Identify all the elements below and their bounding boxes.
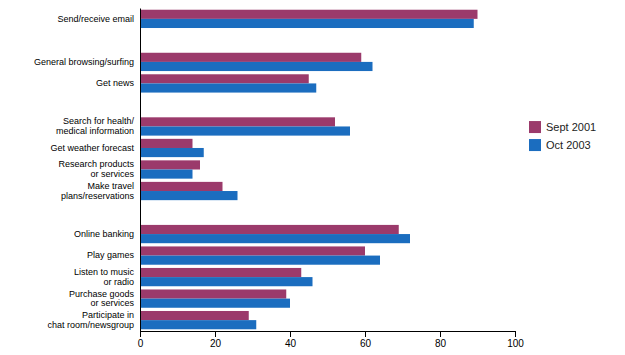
bar <box>140 289 286 298</box>
bar <box>140 19 474 28</box>
tick: Online banking <box>74 229 140 239</box>
tick-label: Research productsor services <box>58 159 134 179</box>
tick-mark <box>440 331 441 337</box>
tick: 20 <box>210 331 222 349</box>
tick-label: Purchase goodsor services <box>69 289 135 309</box>
legend-item: Sept 2001 <box>529 121 596 133</box>
tick: Get weather forecast <box>50 143 140 153</box>
plot: 0 20 40 60 80 100 Send/receive email General br… <box>34 9 524 350</box>
bar <box>140 126 350 135</box>
tick-label: 40 <box>285 338 297 349</box>
x-axis: 0 20 40 60 80 100 <box>138 331 525 349</box>
bar <box>140 191 238 200</box>
bar <box>140 53 361 62</box>
bar <box>140 311 249 320</box>
tick-label: 20 <box>210 338 222 349</box>
tick: Participate inchat room/newsgroup <box>47 310 140 330</box>
chart: 0 20 40 60 80 100 Send/receive email General br… <box>0 0 625 355</box>
bars <box>140 10 478 330</box>
axis-line <box>140 9 141 332</box>
tick-mark <box>515 331 516 337</box>
y-axis: Send/receive email General browsing/surfi… <box>34 9 141 332</box>
tick-mark <box>215 331 216 337</box>
bar <box>140 268 301 277</box>
tick-label: Play games <box>87 250 135 260</box>
tick-mark <box>290 331 291 337</box>
axis-line <box>141 332 516 338</box>
tick: 40 <box>285 331 297 349</box>
tick-label: Get news <box>96 78 135 88</box>
tick-label: General browsing/surfing <box>34 57 134 67</box>
bar <box>140 139 193 148</box>
tick-mark <box>140 331 141 337</box>
legend-label: Oct 2003 <box>546 139 591 151</box>
bar <box>140 256 380 265</box>
tick: Play games <box>87 250 140 260</box>
tick-label: 0 <box>138 338 144 349</box>
bar <box>140 234 410 243</box>
tick-label: Make travelplans/reservations <box>61 181 135 201</box>
tick-label: Participate inchat room/newsgroup <box>47 310 134 330</box>
bar <box>140 74 309 83</box>
tick: 100 <box>507 331 524 349</box>
legend-swatch <box>529 139 541 151</box>
tick-label: 60 <box>360 338 372 349</box>
tick: Get news <box>96 78 140 88</box>
tick-label: Get weather forecast <box>50 143 134 153</box>
bar <box>140 320 256 329</box>
bar <box>140 299 290 308</box>
tick-label: Search for health/medical information <box>56 116 135 136</box>
tick: 60 <box>360 331 372 349</box>
tick: Listen to musicor radio <box>74 267 140 287</box>
tick-label: 100 <box>507 338 524 349</box>
tick: 0 <box>138 331 144 349</box>
tick: Research productsor services <box>58 159 140 179</box>
legend-item: Oct 2003 <box>529 139 591 151</box>
tick-mark <box>365 331 366 337</box>
bar-series <box>140 10 478 320</box>
bar <box>140 246 365 255</box>
tick: Make travelplans/reservations <box>61 181 140 201</box>
bar <box>140 225 399 234</box>
bar <box>140 148 204 157</box>
bar <box>140 117 335 126</box>
tick-label: Send/receive email <box>57 14 134 24</box>
bar <box>140 277 313 286</box>
tick: 80 <box>435 331 447 349</box>
bar <box>140 10 478 19</box>
legend-swatch <box>529 121 541 133</box>
tick: Purchase goodsor services <box>69 289 140 309</box>
bar <box>140 83 316 92</box>
tick: General browsing/surfing <box>34 57 140 67</box>
tick: Send/receive email <box>57 14 140 24</box>
bar <box>140 182 223 191</box>
bar <box>140 62 373 71</box>
tick-label: Online banking <box>74 229 134 239</box>
legend: Sept 2001 Oct 2003 <box>529 121 596 151</box>
tick-label: 80 <box>435 338 447 349</box>
legend-label: Sept 2001 <box>546 121 596 133</box>
tick-label: Listen to musicor radio <box>74 267 135 287</box>
tick: Search for health/medical information <box>56 116 140 136</box>
bar <box>140 160 200 169</box>
bar-series <box>140 19 474 329</box>
bar <box>140 170 193 179</box>
